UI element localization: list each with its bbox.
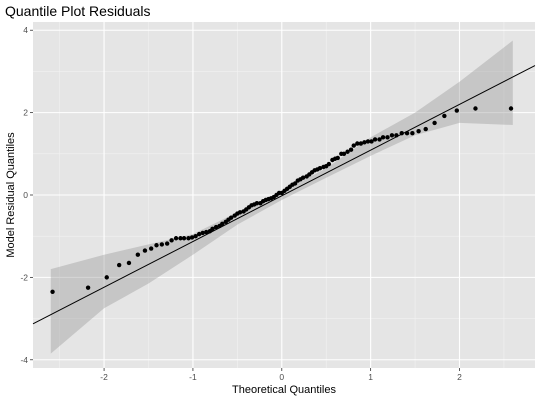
data-point	[394, 133, 399, 138]
data-point	[220, 221, 225, 227]
confidence-band	[50, 40, 513, 354]
grid-lines	[33, 22, 535, 368]
data-point	[385, 135, 390, 140]
data-point	[186, 236, 191, 241]
data-point	[200, 230, 205, 236]
data-point	[355, 141, 360, 146]
data-point	[358, 141, 364, 146]
data-point	[508, 106, 514, 111]
data-point	[432, 120, 437, 126]
x-tick-label: -2	[100, 372, 108, 382]
x-tick-label: -1	[189, 372, 197, 382]
x-tick-label: 1	[368, 372, 373, 382]
data-point	[154, 243, 159, 248]
data-point	[423, 126, 428, 132]
data-point	[178, 236, 183, 241]
x-axis-ticks: -2 -1 0 1 2	[100, 368, 462, 382]
y-tick-label: -2	[20, 272, 28, 282]
data-point	[369, 139, 374, 144]
y-tick-label: 4	[23, 25, 28, 35]
data-point	[181, 236, 187, 241]
data-point	[126, 260, 132, 266]
data-point	[454, 108, 460, 113]
data-point	[193, 233, 198, 239]
data-point	[362, 140, 367, 145]
data-point	[169, 238, 174, 243]
data-point	[473, 106, 478, 111]
reference-line	[32, 65, 536, 325]
data-point	[164, 241, 170, 246]
data-point	[85, 285, 91, 290]
x-axis-label: Theoretical Quantiles	[232, 384, 336, 396]
data-point	[104, 275, 109, 280]
y-tick-label: 2	[23, 108, 28, 118]
data-point	[377, 137, 382, 142]
data-point	[365, 139, 371, 144]
data-point	[142, 248, 148, 253]
confidence-band-layer	[50, 40, 513, 354]
data-point	[442, 113, 447, 119]
data-point	[135, 252, 141, 257]
data-point	[148, 246, 154, 251]
data-point	[326, 161, 332, 167]
data-point	[116, 262, 122, 268]
data-point	[345, 149, 350, 154]
data-point	[210, 226, 215, 231]
y-axis-ticks: -4 -2 0 2 4	[20, 25, 33, 365]
y-axis-label: Model Residual Quantiles	[5, 132, 17, 258]
data-point	[341, 151, 347, 157]
data-point	[173, 236, 179, 241]
data-point	[50, 289, 55, 294]
data-point	[204, 229, 209, 235]
y-tick-label: 0	[23, 190, 28, 200]
chart-title: Quantile Plot Residuals	[5, 3, 151, 19]
data-point	[213, 224, 219, 230]
y-tick-label: -4	[20, 355, 28, 365]
data-points-layer	[50, 106, 514, 294]
data-point	[416, 128, 421, 134]
data-point	[410, 131, 415, 136]
data-point	[389, 133, 395, 138]
data-point	[372, 137, 378, 142]
data-point	[228, 215, 234, 220]
data-point	[300, 175, 306, 180]
reference-line-layer	[32, 65, 536, 325]
data-point	[351, 143, 356, 148]
data-point	[399, 131, 404, 136]
data-point	[335, 155, 340, 161]
data-point	[404, 131, 410, 136]
data-point	[254, 201, 260, 206]
data-point	[348, 147, 354, 152]
data-point	[317, 166, 323, 171]
data-point	[196, 231, 202, 237]
data-point	[380, 135, 386, 140]
data-point	[237, 210, 243, 215]
x-tick-label: 2	[457, 372, 462, 382]
data-point	[189, 235, 195, 240]
data-point	[292, 181, 298, 186]
data-point	[159, 242, 165, 247]
x-tick-label: 0	[279, 372, 284, 382]
